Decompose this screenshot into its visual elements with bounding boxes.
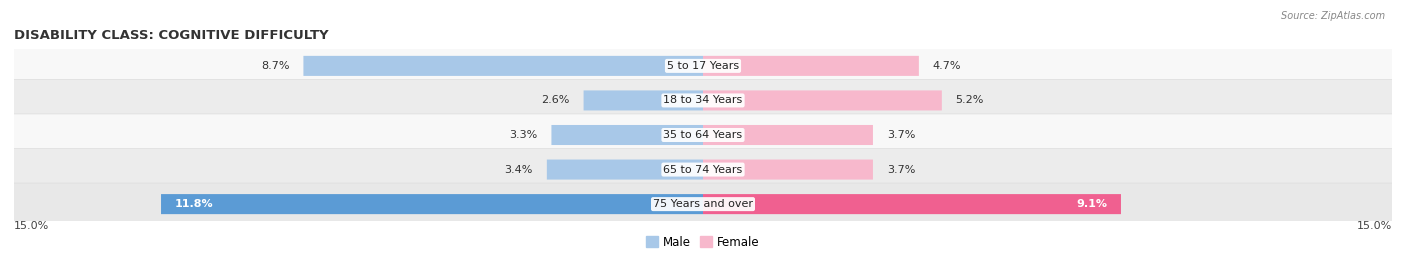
FancyBboxPatch shape <box>304 56 703 76</box>
Text: 11.8%: 11.8% <box>174 199 214 209</box>
FancyBboxPatch shape <box>703 160 873 180</box>
Text: 3.7%: 3.7% <box>887 164 915 175</box>
FancyBboxPatch shape <box>7 114 1399 156</box>
FancyBboxPatch shape <box>551 125 703 145</box>
Text: 8.7%: 8.7% <box>262 61 290 71</box>
Text: 9.1%: 9.1% <box>1076 199 1107 209</box>
Text: 5 to 17 Years: 5 to 17 Years <box>666 61 740 71</box>
Text: 75 Years and over: 75 Years and over <box>652 199 754 209</box>
Text: 35 to 64 Years: 35 to 64 Years <box>664 130 742 140</box>
Text: 3.7%: 3.7% <box>887 130 915 140</box>
Text: DISABILITY CLASS: COGNITIVE DIFFICULTY: DISABILITY CLASS: COGNITIVE DIFFICULTY <box>14 29 329 42</box>
FancyBboxPatch shape <box>7 148 1399 191</box>
FancyBboxPatch shape <box>703 125 873 145</box>
Text: 2.6%: 2.6% <box>541 95 569 106</box>
Text: 15.0%: 15.0% <box>14 221 49 231</box>
Text: 18 to 34 Years: 18 to 34 Years <box>664 95 742 106</box>
Text: 3.3%: 3.3% <box>509 130 537 140</box>
FancyBboxPatch shape <box>7 183 1399 225</box>
Legend: Male, Female: Male, Female <box>641 231 765 254</box>
FancyBboxPatch shape <box>162 194 703 214</box>
FancyBboxPatch shape <box>7 79 1399 122</box>
Text: 65 to 74 Years: 65 to 74 Years <box>664 164 742 175</box>
Text: 3.4%: 3.4% <box>505 164 533 175</box>
Text: Source: ZipAtlas.com: Source: ZipAtlas.com <box>1281 11 1385 21</box>
Text: 15.0%: 15.0% <box>1357 221 1392 231</box>
Text: 5.2%: 5.2% <box>956 95 984 106</box>
FancyBboxPatch shape <box>583 90 703 110</box>
FancyBboxPatch shape <box>7 45 1399 87</box>
FancyBboxPatch shape <box>547 160 703 180</box>
FancyBboxPatch shape <box>703 56 920 76</box>
FancyBboxPatch shape <box>703 90 942 110</box>
Text: 4.7%: 4.7% <box>932 61 962 71</box>
FancyBboxPatch shape <box>703 194 1121 214</box>
